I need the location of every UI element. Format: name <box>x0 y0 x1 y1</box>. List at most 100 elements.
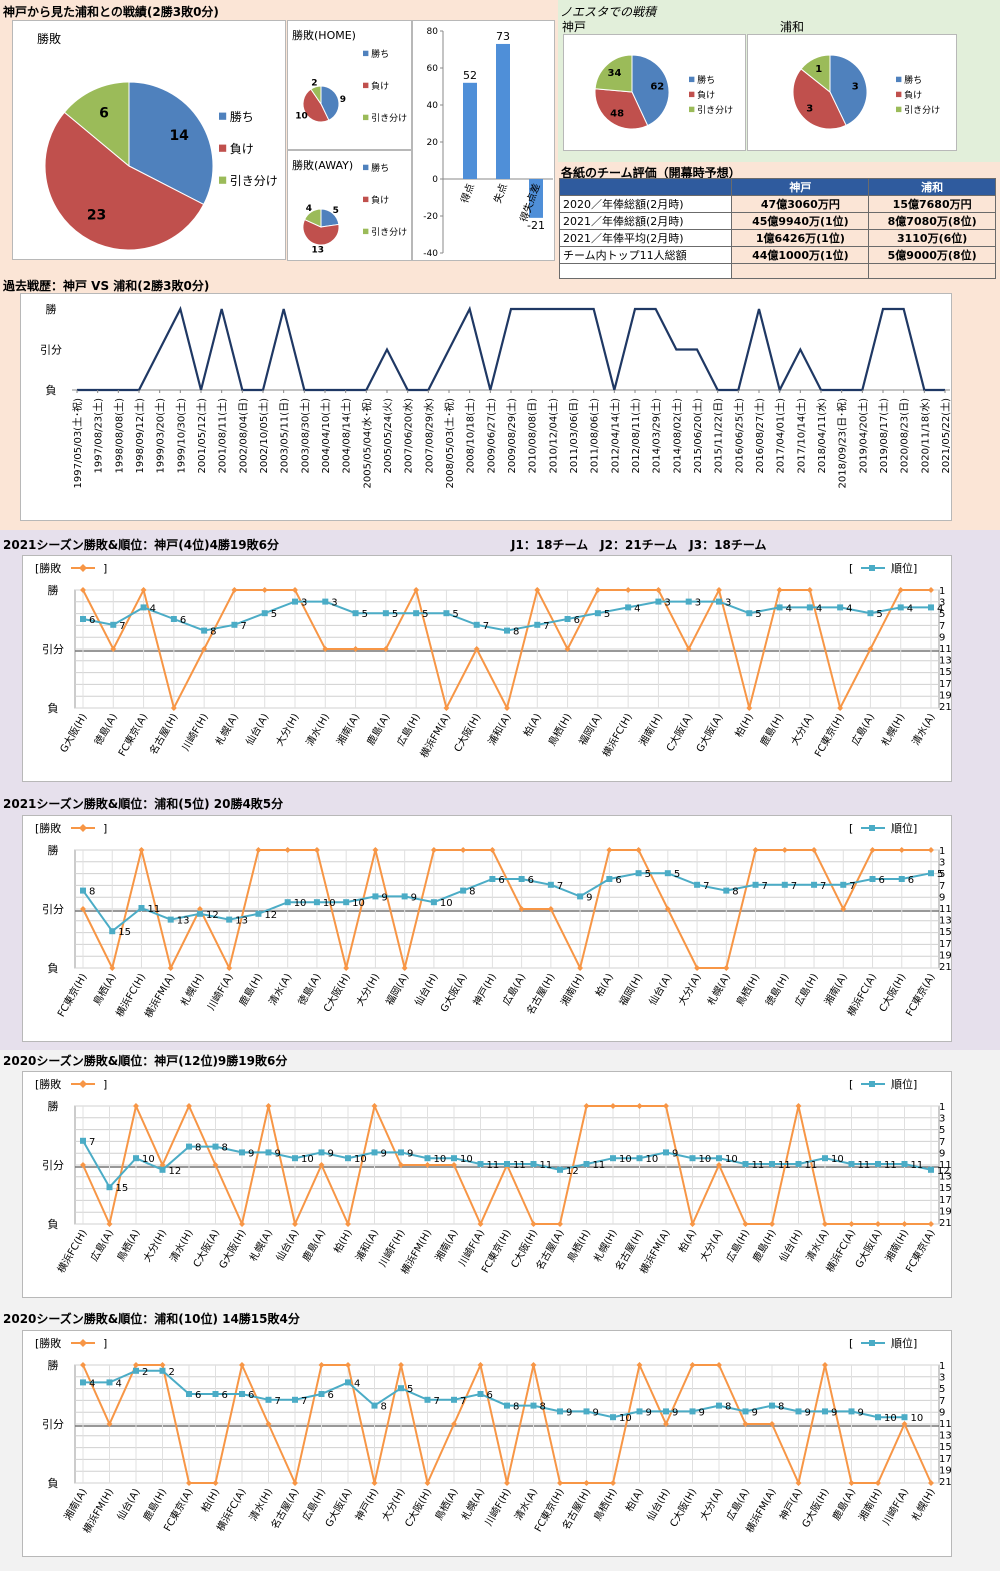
rank-tick-label: 21 <box>939 962 952 973</box>
x-tick-label: 1998/09/12(土) <box>133 398 146 474</box>
x-category-label: 札幌(A) <box>459 1486 488 1523</box>
rank-tick-label: 13 <box>939 656 952 667</box>
rank-line <box>83 1369 905 1419</box>
rank-value-label: 10 <box>434 1154 447 1165</box>
bar-0 <box>463 82 477 179</box>
bar-value-label-1: 73 <box>496 30 510 43</box>
rank-value-label: 6 <box>195 1390 201 1401</box>
rank-marker <box>170 616 177 622</box>
x-category-label: 大分(A) <box>697 1227 726 1264</box>
y-tick-label: 40 <box>427 101 439 111</box>
pie-value-label-1: 48 <box>610 109 624 120</box>
rank-marker <box>489 876 496 882</box>
result-marker <box>610 1103 616 1109</box>
legend-label-1: 負け <box>371 194 389 206</box>
rank-marker <box>371 1402 378 1409</box>
result-marker <box>504 705 510 711</box>
rank-value-label: 12 <box>206 910 219 921</box>
rank-marker <box>746 610 753 617</box>
eval-cell: 47億3060万円 <box>731 195 870 213</box>
rank-tick-label: 21 <box>939 1218 952 1229</box>
x-category-label: 広島(H) <box>723 1227 752 1264</box>
result-marker <box>928 1221 934 1227</box>
x-tick-label: 2010/12/04(土) <box>546 398 559 474</box>
pie-value-label-1: 23 <box>87 208 106 224</box>
rank-tick-label: 13 <box>939 1431 952 1442</box>
x-tick-label: 2020/11/18(水) <box>919 398 931 474</box>
y-label: 引分 <box>40 343 62 357</box>
rank-value-label: 13 <box>177 916 190 927</box>
x-tick-label: 2005/05/04(水･祝) <box>360 398 373 489</box>
y-label: 引分 <box>42 902 64 916</box>
rank-value-label: 7 <box>557 881 563 892</box>
rank-marker <box>261 610 268 617</box>
legend-left-label: [勝敗 <box>35 821 61 835</box>
x-category-label: 川崎F(A) <box>880 1486 912 1528</box>
rank-value-label: 11 <box>805 1160 818 1171</box>
eval-cell: 8億7080万(8位) <box>868 212 996 230</box>
result-marker <box>201 646 208 652</box>
result-marker <box>239 1362 245 1368</box>
pie-slice-2 <box>303 208 322 228</box>
rank-tick-label: 19 <box>939 950 952 961</box>
rank-marker <box>663 1149 669 1156</box>
result-marker <box>371 1480 378 1486</box>
rank-value-label: 4 <box>937 603 943 614</box>
result-marker <box>928 1480 934 1486</box>
x-tick-label: 2015/11/22(日) <box>714 398 725 474</box>
season-2021-urawa-chart: [勝敗][順位]勝引分負1357911131517192181511131213… <box>35 821 952 1020</box>
legend-left-marker <box>79 564 87 572</box>
rank-marker <box>424 1155 431 1162</box>
noesta-urawa-panel: 3 3 1 勝ち 負け 引き分け <box>747 34 957 151</box>
x-category-label: 札幌(H) <box>878 711 907 748</box>
x-category-label: 鹿島(A) <box>300 1227 329 1264</box>
rank-marker <box>928 604 934 611</box>
result-marker <box>663 1103 669 1109</box>
rank-marker <box>504 1161 510 1167</box>
legend-left-end: ] <box>103 822 107 835</box>
rank-marker <box>110 621 117 628</box>
rank-value-label: 5 <box>392 609 398 620</box>
result-marker <box>577 965 584 971</box>
noesta-kobe-label: 神戸 <box>562 20 587 34</box>
rank-marker <box>284 899 291 906</box>
x-category-label: 鹿島(H) <box>236 971 265 1008</box>
rank-value-label: 9 <box>831 1407 837 1418</box>
result-marker <box>473 646 480 652</box>
result-marker <box>133 1362 139 1368</box>
x-category-label: 仙台(A) <box>243 711 272 748</box>
rank-value-label: 11 <box>593 1160 606 1171</box>
rank-marker <box>231 621 238 628</box>
rank-tick-label: 9 <box>939 632 945 643</box>
rank-marker <box>186 1143 192 1150</box>
result-marker <box>477 1362 484 1368</box>
y-label: 勝 <box>48 1358 59 1372</box>
legend-label-0: 勝ち <box>371 48 389 60</box>
rank-value-label: 11 <box>540 1160 553 1171</box>
noesta-kobe-panel: 62 48 34 勝ち 負け 引き分け <box>563 34 746 151</box>
x-category-label: 徳島(A) <box>295 971 324 1008</box>
rank-value-label: 9 <box>752 1407 758 1418</box>
result-marker <box>746 705 753 711</box>
x-category-label: 仙台(H) <box>644 1486 673 1523</box>
rank-tick-label: 21 <box>939 1477 952 1488</box>
eval-cell <box>731 263 870 279</box>
rank-tick-label: 19 <box>939 1206 952 1217</box>
rank-tick-label: 1 <box>939 846 945 857</box>
rank-value-label: 9 <box>328 1148 334 1159</box>
rank-tick-label: 17 <box>939 1195 952 1206</box>
season-2020-urawa-title: 2020シーズン勝敗&順位：浦和(10位) 14勝15敗4分 <box>3 1312 300 1326</box>
rank-value-label: 7 <box>703 881 709 892</box>
season-2020-urawa-panel: [勝敗][順位] 勝引分負 1 3 5 7 9 11 13 15 17 19 21 4 4 2 2 6 6 6 7 7 6 4… <box>22 1330 952 1557</box>
rank-value-label: 6 <box>908 875 914 886</box>
x-category-label: 湘南(A) <box>334 711 363 748</box>
result-marker <box>110 646 117 652</box>
rank-marker <box>625 604 632 611</box>
league-team-note: J1：18チーム J2：21チーム J3：18チーム <box>511 538 767 552</box>
y-label: 負 <box>48 1218 59 1231</box>
x-category-label: 大分(H) <box>379 1486 408 1523</box>
eval-cell: 神戸 <box>731 178 870 196</box>
rank-value-label: 8 <box>195 1143 201 1154</box>
